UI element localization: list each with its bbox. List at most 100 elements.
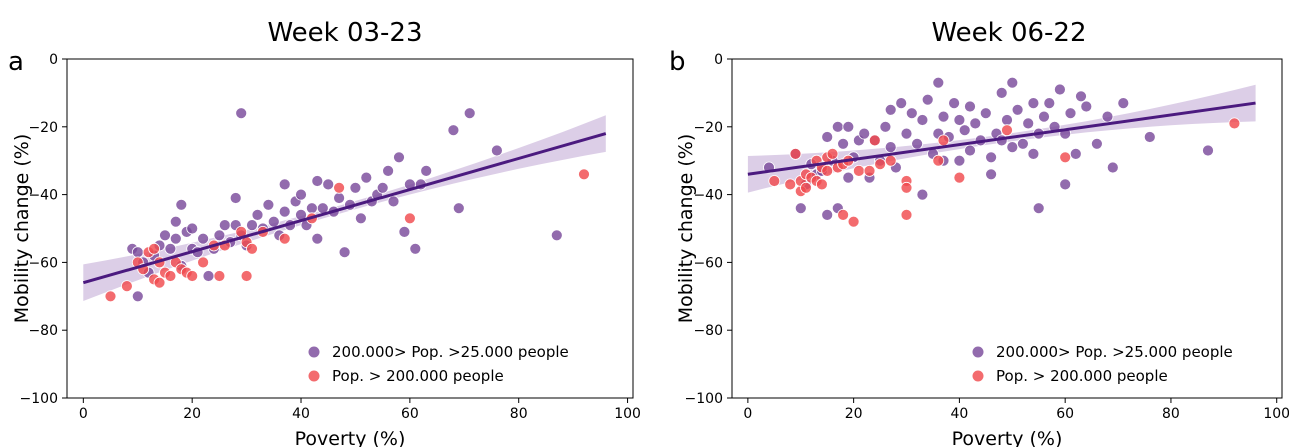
scatter-point (169, 232, 182, 245)
scatter-point (213, 229, 226, 242)
scatter-point (1080, 100, 1093, 113)
y-tick-label: −80 (28, 323, 58, 339)
y-tick-label: −80 (693, 323, 723, 339)
scatter-point (816, 178, 828, 191)
x-tick-label: 60 (401, 406, 419, 422)
scatter-point (262, 198, 275, 211)
legend-marker (972, 346, 984, 358)
x-tick-label: 0 (743, 406, 752, 422)
scatter-point (900, 127, 913, 140)
scatter-point (842, 120, 855, 133)
scatter-point (826, 147, 839, 160)
scatter-point (900, 181, 913, 194)
panel-letter: b (669, 47, 686, 77)
scatter-point (311, 175, 324, 187)
y-axis-label: Mobility change (%) (11, 134, 33, 324)
scatter-point (932, 154, 945, 167)
scatter-point (121, 280, 133, 293)
scatter-point (409, 242, 422, 255)
scatter-point (937, 110, 950, 123)
scatter-point (879, 120, 892, 133)
scatter-point (964, 144, 976, 157)
scatter-point (1059, 151, 1072, 164)
scatter-point (953, 171, 966, 184)
scatter-point (387, 195, 400, 208)
series-large-population (768, 117, 1241, 228)
scatter-point (186, 270, 199, 282)
y-tick-label: −20 (693, 120, 723, 136)
scatter-point (985, 168, 997, 181)
scatter-point (969, 117, 982, 130)
scatter-point (911, 137, 923, 150)
scatter-point (768, 175, 781, 187)
scatter-point (1228, 117, 1241, 130)
scatter-point (1143, 131, 1156, 143)
legend-label: 200.000> Pop. >25.000 people (332, 343, 569, 361)
y-tick-label: −40 (693, 188, 723, 204)
scatter-point (900, 208, 913, 221)
scatter-point (164, 242, 177, 255)
scatter-point (1054, 83, 1066, 96)
scatter-point (229, 192, 242, 204)
scatter-point (131, 246, 144, 259)
x-axis-label: Poverty (%) (952, 428, 1063, 447)
scatter-point (463, 107, 476, 120)
scatter-point (874, 158, 886, 171)
scatter-point (1006, 76, 1019, 89)
scatter-point (916, 114, 929, 126)
scatter-point (821, 131, 834, 143)
legend-label: Pop. > 200.000 people (996, 367, 1168, 385)
scatter-point (398, 225, 411, 238)
scatter-point (382, 164, 395, 177)
scatter-point (322, 178, 335, 191)
regression-line (747, 101, 1256, 176)
scatter-point (148, 242, 161, 255)
x-axis-label: Poverty (%) (295, 428, 406, 447)
y-tick-label: −60 (693, 255, 723, 271)
scatter-point (213, 270, 226, 282)
scatter-point (1001, 114, 1013, 126)
scatter-point (1032, 202, 1045, 215)
scatter-point (333, 192, 346, 204)
scatter-point (452, 202, 465, 215)
legend-marker (972, 370, 984, 382)
scatter-point (1017, 137, 1029, 150)
x-tick-label: 0 (79, 406, 88, 422)
scatter-point (403, 212, 416, 225)
scatter-point (953, 114, 966, 126)
scatter-point (175, 198, 188, 211)
scatter-point (1064, 107, 1077, 120)
x-tick-label: 20 (845, 406, 863, 422)
scatter-point (821, 164, 834, 177)
y-tick-label: −100 (685, 391, 723, 407)
scatter-point (964, 100, 976, 113)
legend: 200.000> Pop. >25.000 people Pop. > 200.0… (308, 343, 569, 385)
scatter-point (1091, 137, 1103, 150)
scatter-point (948, 97, 960, 109)
scatter-point (1022, 117, 1035, 130)
series-mid-population (763, 76, 1214, 221)
scatter-point (995, 87, 1008, 99)
scatter-point (853, 164, 865, 177)
scatter-point (393, 151, 405, 164)
scatter-point (420, 164, 433, 177)
scatter-point (490, 144, 503, 157)
scatter-point (863, 164, 876, 177)
legend-label: 200.000> Pop. >25.000 people (996, 343, 1233, 361)
scatter-point (104, 290, 117, 303)
panel-letter: a (8, 47, 24, 77)
scatter-point (333, 181, 346, 194)
scatter-point (305, 202, 318, 215)
scatter-point (278, 232, 291, 245)
scatter-point (921, 93, 934, 106)
scatter-point (360, 171, 373, 184)
scatter-point (884, 141, 897, 154)
scatter-point (218, 219, 231, 232)
scatter-point (197, 232, 210, 245)
y-tick-label: −20 (28, 120, 58, 136)
x-tick-label: 40 (950, 406, 968, 422)
legend-marker (308, 370, 320, 382)
scatter-point (376, 181, 389, 194)
scatter-point (338, 246, 351, 259)
